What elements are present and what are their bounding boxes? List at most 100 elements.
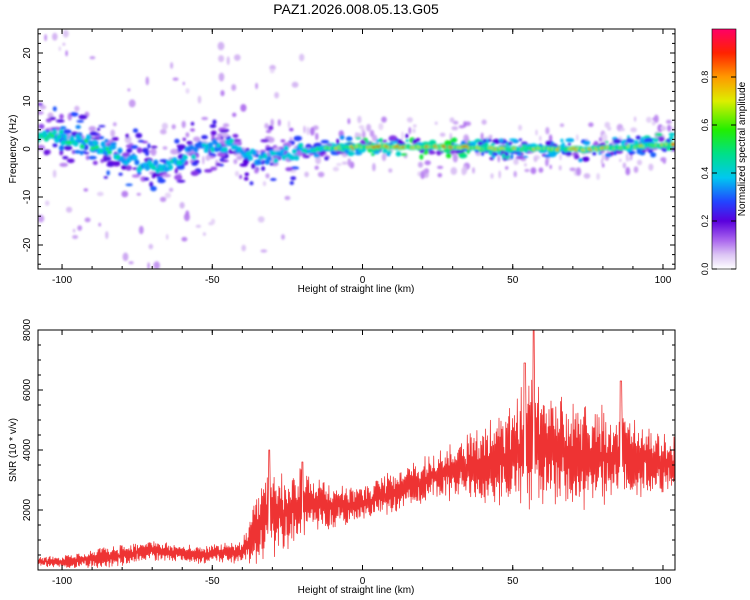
spectrogram-cell [66,158,75,164]
spectrogram-speckle [226,56,230,65]
spectrogram-ridge-core [257,160,261,164]
spectrogram-cell [628,150,636,155]
spectrogram-speckle [231,84,237,91]
spectrogram-cell [640,136,645,140]
spectrogram-speckle [619,128,626,132]
x-tick-label: 0 [360,275,366,286]
spectrogram-cell [92,160,98,165]
spectrogram-speckle [160,129,167,135]
spectrogram-ridge-core [53,130,57,134]
spectrogram-cell [136,147,143,154]
spectrogram-speckle [372,163,376,172]
spectrogram-x-axis-label: Height of straight line (km) [298,284,415,295]
spectrogram-ridge-core [282,156,286,159]
spectrogram-ridge-core [61,141,65,145]
spectrogram-cell [118,172,123,176]
spectrogram-cell [162,173,171,178]
spectrogram-cell [578,158,583,163]
spectrogram-cell [668,132,675,136]
spectrogram-ridge-core [290,156,295,160]
spectrogram-ridge-core [183,155,187,159]
spectrogram-speckle [530,167,537,175]
spectrogram-cell [466,150,470,154]
spectrogram-speckle [667,124,672,132]
spectrogram-cell [85,155,90,161]
spectrogram-cell [581,156,590,162]
spectrogram-cell [583,140,591,146]
spectrogram-speckle [84,217,91,223]
spectrogram-cell [38,103,43,106]
spectrogram-cell [75,125,81,129]
spectrogram-cell [137,171,142,175]
spectrogram-ridge-core [299,144,303,148]
spectrogram-cell [324,156,329,161]
spectrogram-cell [490,143,495,146]
spectrogram-speckle [548,134,553,143]
spectrogram-cell [592,151,597,156]
spectrogram-speckle [185,210,190,218]
spectrogram-cell [565,138,575,143]
spectrogram-ridge-core [193,148,198,152]
spectrogram-speckle [381,153,387,162]
x-tick-label: 0 [360,576,366,587]
spectrogram-cell [122,152,131,157]
spectrogram-speckle [601,133,608,142]
spectrogram-cell [443,149,451,153]
spectrogram-cell [52,106,57,112]
spectrogram-speckle [314,165,319,170]
colorbar-tick-label: 0.6 [700,119,710,132]
spectrogram-speckle [412,128,416,134]
spectrogram-ridge-core [57,135,61,139]
spectrogram-cell [209,124,217,128]
spectrogram-cell [643,137,653,144]
spectrogram-ridge-core [210,148,215,151]
y-tick-label: 2000 [22,498,33,521]
spectrogram-ridge-core [263,154,268,158]
y-tick-label: 6000 [22,378,33,401]
spectrogram-cell [59,162,69,167]
spectrogram-cell [78,114,88,120]
spectrogram-cell [210,130,217,136]
spectrogram-cell [265,173,270,179]
spectrogram-ridge-core [273,159,278,163]
spectrogram-speckle [518,124,522,131]
spectrogram-cell [604,153,612,158]
spectrogram-speckle [498,170,501,179]
spectrogram-cell [270,178,277,181]
colorbar-tick-label: 0.8 [700,71,710,84]
spectrogram-cell [62,129,72,134]
spectrogram-cell [477,141,483,146]
spectrogram-cell [386,152,391,157]
spectrogram-speckle [121,190,129,198]
spectrogram-cell [210,166,218,171]
spectrogram-speckle [549,164,552,170]
spectrogram-cell [147,143,151,149]
spectrogram-cell [501,153,506,159]
spectrogram-speckle [408,127,412,135]
x-tick-label: -50 [205,275,220,286]
spectrogram-cell [429,151,436,155]
spectrogram-cell [285,167,293,172]
spectrogram-speckle [222,123,230,128]
spectrogram-cell [59,126,67,130]
spectrogram-speckle [304,171,309,178]
spectrogram-speckle [96,191,104,197]
spectrogram-cell [429,139,437,146]
spectrogram-speckle [262,181,267,187]
spectrogram-speckle [437,165,444,169]
spectrogram-cell [38,123,45,130]
spectrogram-speckle [44,34,47,42]
spectrogram-speckle [660,157,667,162]
spectrogram-ridge-core [671,143,675,146]
spectrogram-cell [76,120,84,123]
spectrogram-speckle [625,167,631,176]
spectrogram-speckle [110,129,116,138]
spectrogram-cell [100,158,104,163]
spectrogram-cell [125,183,133,187]
spectrogram-cell [345,136,353,141]
spectrogram-speckle [195,224,202,228]
spectrogram-cell [191,161,198,166]
spectrogram-cell [339,134,345,140]
spectrogram-speckle [413,124,417,128]
